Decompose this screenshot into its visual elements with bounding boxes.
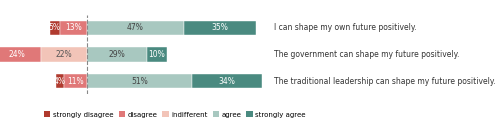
- Text: 22%: 22%: [56, 50, 72, 59]
- Bar: [146, 47, 168, 62]
- Bar: [87, 47, 146, 62]
- Text: The government can shape my future positively.: The government can shape my future posit…: [274, 50, 460, 59]
- Text: I can shape my own future positively.: I can shape my own future positively.: [274, 23, 417, 32]
- Text: 47%: 47%: [127, 23, 144, 32]
- Text: 13%: 13%: [65, 23, 82, 32]
- Bar: [50, 20, 60, 35]
- Text: 24%: 24%: [8, 50, 25, 59]
- Text: 10%: 10%: [148, 50, 166, 59]
- Text: 35%: 35%: [212, 23, 228, 32]
- Bar: [60, 20, 87, 35]
- Text: 4%: 4%: [54, 77, 66, 86]
- Bar: [64, 74, 87, 88]
- Bar: [184, 20, 256, 35]
- Bar: [192, 74, 262, 88]
- Text: 34%: 34%: [219, 77, 236, 86]
- Bar: [87, 74, 192, 88]
- Text: 5%: 5%: [48, 23, 60, 32]
- Legend: strongly disagree, disagree, indifferent, agree, strongly agree: strongly disagree, disagree, indifferent…: [44, 111, 306, 117]
- Text: The traditional leadership can shape my future positively.: The traditional leadership can shape my …: [274, 77, 496, 86]
- Bar: [56, 74, 64, 88]
- Text: 11%: 11%: [67, 77, 84, 86]
- Bar: [87, 20, 184, 35]
- Bar: [42, 47, 87, 62]
- Text: 51%: 51%: [131, 77, 148, 86]
- Bar: [0, 47, 42, 62]
- Text: 29%: 29%: [108, 50, 125, 59]
